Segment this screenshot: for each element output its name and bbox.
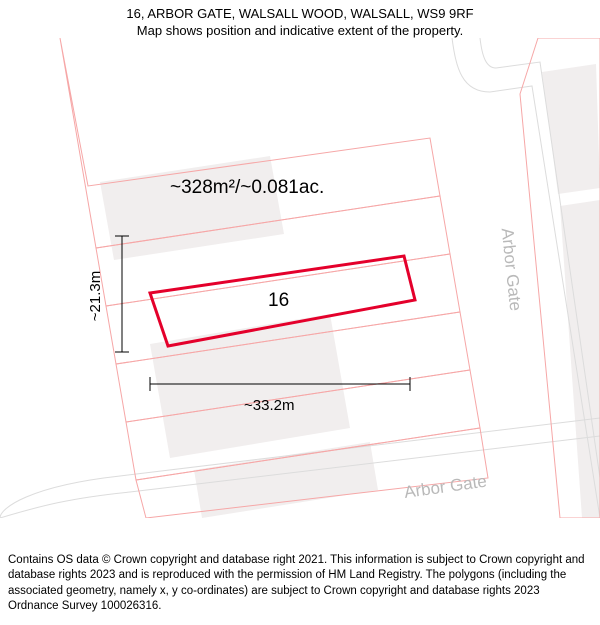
plot-number: 16 bbox=[268, 290, 289, 311]
area-label: ~328m²/~0.081ac. bbox=[170, 177, 324, 198]
copyright-text: Contains OS data © Crown copyright and d… bbox=[8, 553, 592, 615]
address-title: 16, ARBOR GATE, WALSALL WOOD, WALSALL, W… bbox=[10, 6, 590, 21]
map-svg: ~328m²/~0.081ac.16~21.3m~33.2mArbor Gate… bbox=[0, 38, 600, 518]
map-subtitle: Map shows position and indicative extent… bbox=[10, 23, 590, 38]
dim-h-label: ~33.2m bbox=[244, 397, 294, 414]
header: 16, ARBOR GATE, WALSALL WOOD, WALSALL, W… bbox=[0, 0, 600, 38]
footer: Contains OS data © Crown copyright and d… bbox=[0, 553, 600, 625]
map-canvas: ~328m²/~0.081ac.16~21.3m~33.2mArbor Gate… bbox=[0, 38, 600, 518]
dim-v-label: ~21.3m bbox=[87, 271, 104, 321]
